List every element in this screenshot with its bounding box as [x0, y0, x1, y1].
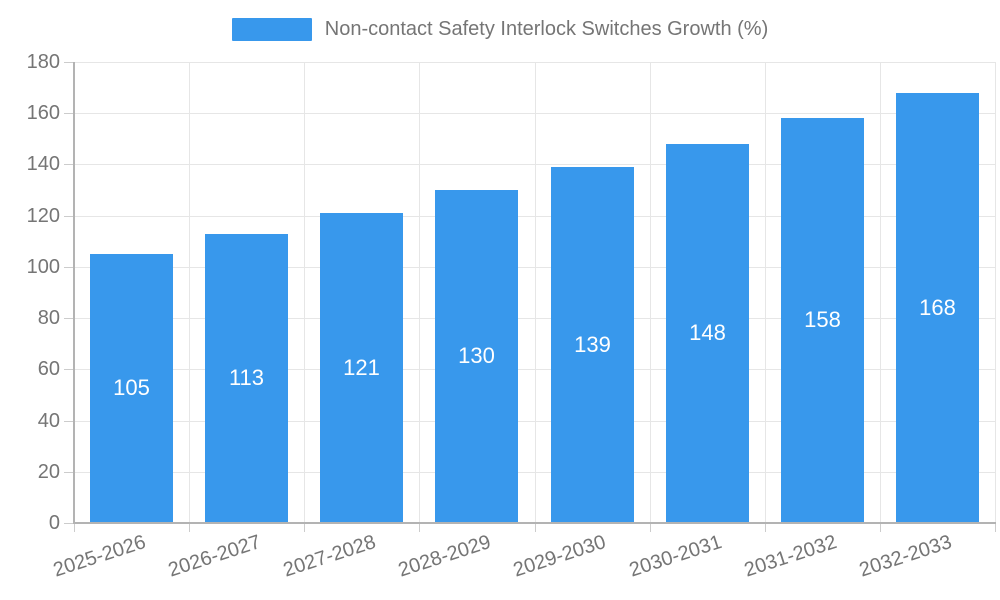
- x-gridline: [304, 62, 305, 523]
- x-gridline: [535, 62, 536, 523]
- x-axis-label: 2028-2029: [395, 531, 494, 582]
- x-gridline: [419, 62, 420, 523]
- y-axis-label: 20: [37, 461, 60, 483]
- bar-value-label: 158: [804, 307, 841, 332]
- x-axis-label: 2032-2033: [856, 531, 955, 582]
- y-gridline: [74, 318, 995, 319]
- y-axis-label: 120: [26, 205, 60, 227]
- y-axis-label: 100: [26, 256, 60, 278]
- x-axis-tick: [880, 523, 881, 532]
- bar[interactable]: 148: [666, 144, 749, 522]
- y-gridline: [74, 62, 995, 63]
- bar-value-label: 130: [458, 343, 495, 368]
- y-axis-tick: [64, 421, 74, 422]
- bar[interactable]: 168: [896, 93, 979, 522]
- y-axis-tick: [64, 62, 74, 63]
- x-axis-label: 2025-2026: [50, 531, 149, 582]
- x-axis-label: 2030-2031: [626, 531, 724, 582]
- y-gridline: [74, 267, 995, 268]
- x-gridline: [880, 62, 881, 523]
- x-gridline: [995, 62, 996, 523]
- x-axis-tick: [535, 523, 536, 532]
- bar-value-label: 139: [574, 331, 611, 357]
- x-axis-tick: [765, 523, 766, 532]
- y-axis-tick: [64, 369, 74, 370]
- y-axis-label: 80: [37, 307, 60, 329]
- x-gridline: [189, 62, 190, 523]
- x-axis-tick: [189, 523, 190, 532]
- x-axis-tick: [304, 523, 305, 532]
- bar[interactable]: 139: [551, 167, 634, 522]
- legend: Non-contact Safety Interlock Switches Gr…: [0, 18, 1000, 41]
- bar[interactable]: 113: [205, 234, 288, 522]
- y-axis-tick: [64, 318, 74, 319]
- legend-label[interactable]: Non-contact Safety Interlock Switches Gr…: [324, 18, 769, 40]
- y-axis-tick: [64, 164, 74, 165]
- y-axis-line: [73, 62, 75, 524]
- y-axis-label: 0: [48, 512, 60, 534]
- x-gridline: [765, 62, 766, 523]
- x-axis-line: [73, 522, 996, 524]
- bar-value-label: 113: [228, 365, 265, 390]
- x-gridline: [650, 62, 651, 523]
- bar[interactable]: 105: [90, 254, 173, 522]
- y-gridline: [74, 472, 995, 473]
- bar[interactable]: 158: [781, 118, 864, 522]
- x-axis-tick: [419, 523, 420, 532]
- bar-value-label: 105: [113, 375, 150, 400]
- x-axis-tick: [74, 523, 75, 532]
- y-axis-tick: [64, 113, 74, 114]
- bar-value-label: 168: [919, 294, 956, 320]
- y-axis-tick: [64, 523, 74, 524]
- y-axis-label: 180: [26, 51, 60, 73]
- x-axis-label: 2031-2032: [741, 531, 840, 582]
- x-axis-label: 2026-2027: [165, 531, 264, 582]
- bar-value-label: 148: [689, 320, 726, 345]
- y-gridline: [74, 421, 995, 422]
- y-gridline: [74, 216, 995, 217]
- y-gridline: [74, 369, 995, 370]
- y-axis-tick: [64, 472, 74, 473]
- x-axis-label: 2027-2028: [280, 531, 379, 582]
- y-gridline: [74, 113, 995, 114]
- y-axis-label: 140: [26, 153, 60, 175]
- y-axis-tick: [64, 216, 74, 217]
- bar[interactable]: 130: [435, 190, 518, 522]
- y-axis-label: 40: [37, 410, 60, 432]
- x-axis-label: 2029-2030: [511, 531, 609, 582]
- bar-value-label: 121: [343, 354, 380, 380]
- x-axis-tick: [995, 523, 996, 532]
- x-axis-tick: [650, 523, 651, 532]
- y-axis-tick: [64, 267, 74, 268]
- y-gridline: [74, 164, 995, 165]
- y-axis-label: 60: [37, 358, 60, 380]
- y-axis-label: 160: [26, 102, 60, 124]
- legend-swatch[interactable]: [231, 18, 312, 41]
- bar[interactable]: 121: [320, 213, 403, 522]
